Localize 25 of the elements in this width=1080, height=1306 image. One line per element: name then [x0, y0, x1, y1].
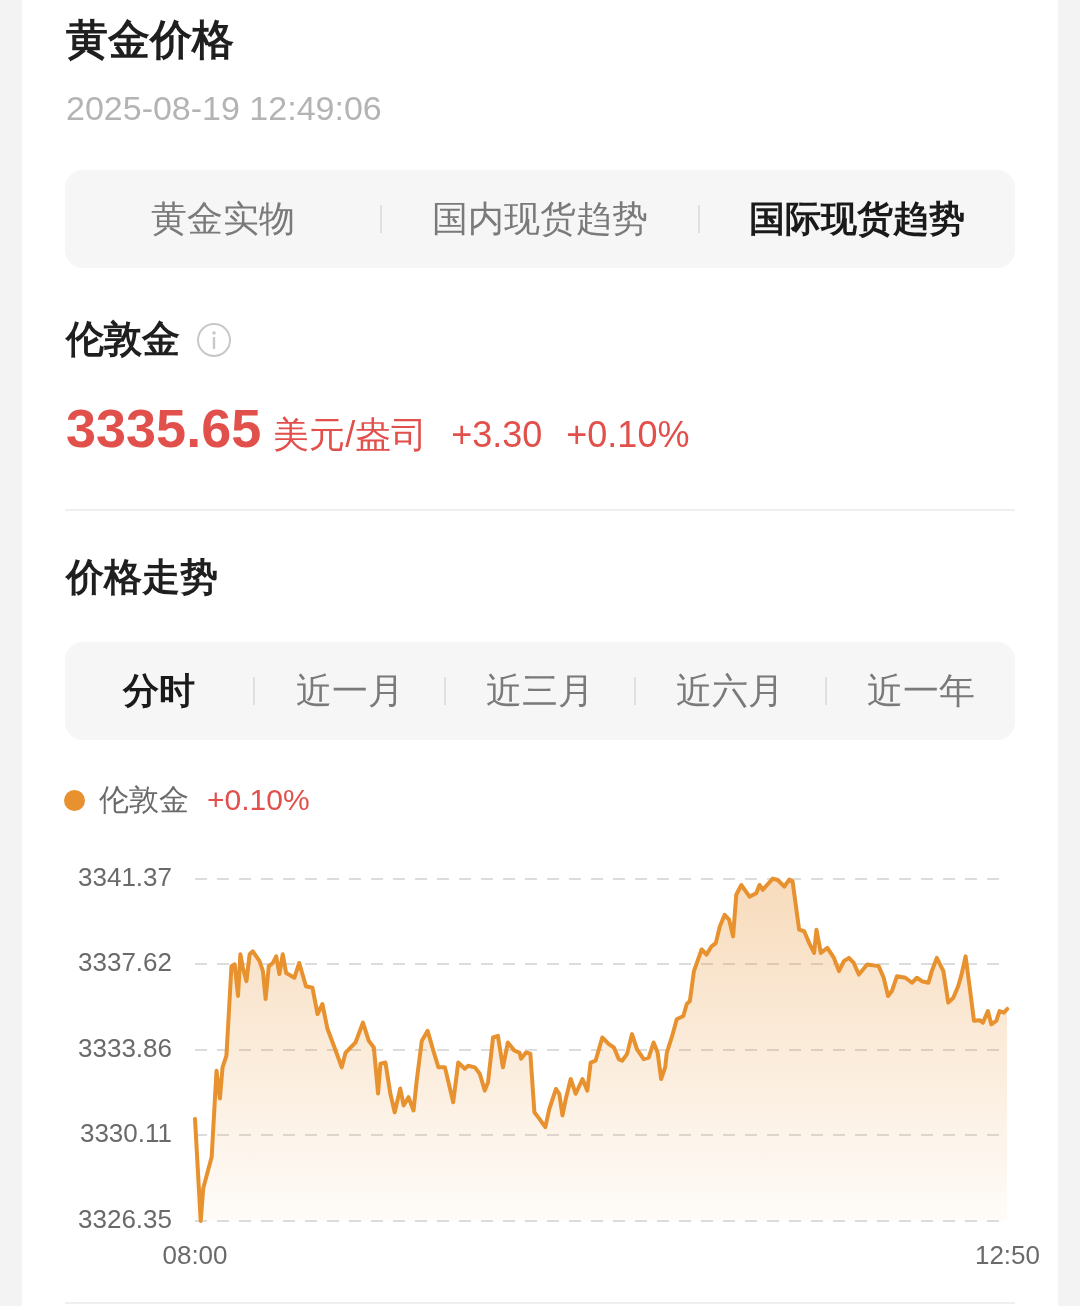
text: 近六月 — [676, 669, 785, 713]
text: 近三月 — [486, 669, 595, 713]
legend-label: 伦敦金 — [99, 782, 189, 818]
y-tick-label: 3341.37 — [78, 861, 172, 892]
y-tick-label: 3326.35 — [78, 1204, 172, 1235]
y-tick-label: 3337.62 — [78, 947, 172, 978]
text: +0.10% — [566, 413, 690, 457]
text: 国际现货趋势 — [749, 197, 966, 241]
text: +0.10% — [207, 782, 310, 818]
text: 3335.65 — [66, 397, 262, 460]
y-tick-label: 3330.11 — [79, 1118, 172, 1149]
x-tick-label: 12:50 — [974, 1239, 1041, 1270]
chart-subtitle: 2025-08-19 12:49:06 — [66, 87, 382, 129]
text: +3.30 — [451, 413, 543, 457]
chart-title: 黄金价格 — [66, 14, 234, 65]
text: 美元/盎司 — [273, 413, 428, 457]
x-tick-label: 08:00 — [162, 1239, 228, 1270]
text: 国内现货趋势 — [431, 197, 648, 241]
text: 价格走势 — [66, 555, 218, 601]
text: 伦敦金 — [66, 317, 180, 363]
y-tick-label: 3333.86 — [78, 1032, 172, 1063]
text: 黄金实物 — [150, 197, 295, 241]
text: 近一年 — [866, 669, 975, 713]
text: 分时 — [123, 669, 196, 713]
text: 近一月 — [295, 669, 404, 713]
